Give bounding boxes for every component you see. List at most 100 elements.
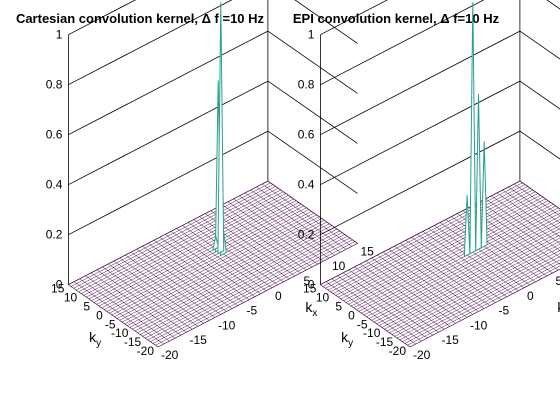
mesh-line-y	[93, 198, 294, 303]
mesh-line-x	[262, 183, 352, 247]
mesh-line-x	[508, 186, 560, 224]
mesh-line-y	[335, 191, 536, 296]
plot-title-epi: EPI convolution kernel, Δ f=10 Hz	[293, 11, 500, 26]
mesh-line-y	[68, 180, 269, 285]
mesh-line-y	[394, 250, 560, 337]
peak-spike	[217, 2, 225, 255]
y-tick-label: -5	[105, 317, 116, 331]
mesh-line-y	[343, 196, 544, 301]
mesh-line-y	[134, 227, 335, 332]
grid-line-z-4	[68, 0, 358, 86]
kernel-spikes	[463, 2, 488, 258]
mesh-line-y	[111, 211, 312, 316]
mesh-line-x	[165, 234, 256, 297]
mesh-line-y	[147, 236, 348, 341]
y-tick-label: -20	[137, 344, 155, 358]
mesh-line-x	[187, 222, 278, 286]
mesh-line-y	[139, 230, 340, 335]
mesh-line-x	[73, 281, 164, 345]
mesh-line-x	[91, 272, 181, 336]
mesh-line-x	[485, 198, 560, 251]
mesh-line-x	[130, 251, 221, 315]
y-tick-label: -10	[363, 326, 381, 340]
mesh-line-x	[474, 204, 560, 265]
peak-spike	[469, 2, 477, 255]
mesh-line-y	[384, 237, 560, 330]
y-tick-label: -15	[376, 335, 394, 349]
mesh-line-y	[381, 234, 560, 328]
mesh-line-y	[129, 223, 330, 328]
y-tick-label: -20	[389, 344, 407, 358]
x-tick-label: 15	[361, 244, 375, 258]
mesh-line-x	[365, 260, 456, 324]
mesh-line-x	[417, 234, 508, 297]
mesh-line-y	[145, 234, 345, 339]
mesh-line-x	[199, 216, 290, 280]
y-tick-label: 10	[316, 291, 330, 305]
mesh-line-y	[353, 204, 554, 309]
side-lobe-2	[463, 195, 471, 258]
mesh-line-x	[250, 189, 341, 253]
mesh-line-x	[108, 263, 199, 327]
mesh-line-x	[371, 257, 462, 321]
y-axis-label-sub: y	[348, 338, 353, 349]
mesh-line-y	[152, 239, 353, 344]
x-tick-label: -10	[218, 318, 236, 332]
mesh-line-x	[142, 246, 233, 309]
mesh-line-x	[68, 284, 159, 348]
side-lobe-0	[475, 94, 482, 252]
mesh-line-y	[330, 187, 531, 293]
mesh-line-x	[348, 269, 439, 333]
mesh-line-y	[376, 228, 560, 325]
x-tick-label: -5	[247, 304, 258, 318]
mesh-line-y	[361, 209, 560, 314]
mesh-line-x	[331, 278, 422, 342]
x-tick-label: 0	[527, 289, 534, 303]
mesh-line-x	[182, 225, 273, 289]
y-tick-label: 5	[83, 300, 90, 314]
mesh-line-x	[159, 237, 250, 300]
mesh-line-x	[388, 248, 479, 312]
z-tick-label: 0.4	[46, 178, 63, 192]
mesh-line-x	[422, 231, 513, 294]
mesh-line-x	[502, 189, 560, 231]
mesh-line-x	[193, 219, 284, 283]
mesh-line-x	[227, 201, 318, 265]
mesh-line-y	[351, 202, 551, 307]
mesh-line-x	[325, 281, 416, 345]
z-tick-label: 1	[308, 28, 315, 42]
grid-line-z-4	[320, 0, 560, 86]
mesh-line-x	[119, 257, 210, 321]
mesh-line-y	[399, 256, 560, 341]
x-axis-label: kx	[557, 299, 560, 319]
mesh-line-x	[382, 251, 473, 315]
mesh-line-y	[73, 184, 274, 289]
x-tick-label: 5	[304, 274, 311, 288]
mesh-line-y	[155, 241, 356, 346]
z-tick-label: 0.8	[46, 78, 63, 92]
plot-title-cartesian: Cartesian convolution kernel, Δ f =10 Hz	[16, 11, 265, 26]
mesh-line-y	[325, 184, 526, 289]
x-tick-label: -5	[499, 304, 510, 318]
grid-line-z-5	[320, 0, 389, 36]
mesh-line-y	[116, 214, 317, 319]
mesh-line-y	[348, 200, 549, 305]
mesh-line-y	[322, 182, 523, 287]
mesh-line-y	[338, 193, 538, 298]
mesh-line-y	[142, 232, 343, 337]
mesh-line-y	[157, 243, 358, 348]
mesh-line-x	[514, 183, 560, 217]
x-tick-label: 5	[556, 274, 560, 288]
mesh-line-x	[148, 243, 238, 306]
mesh-line-y	[409, 268, 560, 348]
mesh-line-y	[374, 225, 560, 323]
z-tick-label: 0.8	[298, 78, 315, 92]
x-axis-label-sub: x	[312, 308, 317, 319]
mesh-line-y	[81, 189, 281, 294]
mesh-line-y	[109, 209, 309, 314]
y-tick-label: 5	[335, 300, 342, 314]
mesh-line-y	[88, 195, 289, 300]
y-tick-label: 0	[348, 308, 355, 322]
mesh-line-y	[132, 225, 333, 330]
mesh-line-y	[75, 186, 276, 291]
